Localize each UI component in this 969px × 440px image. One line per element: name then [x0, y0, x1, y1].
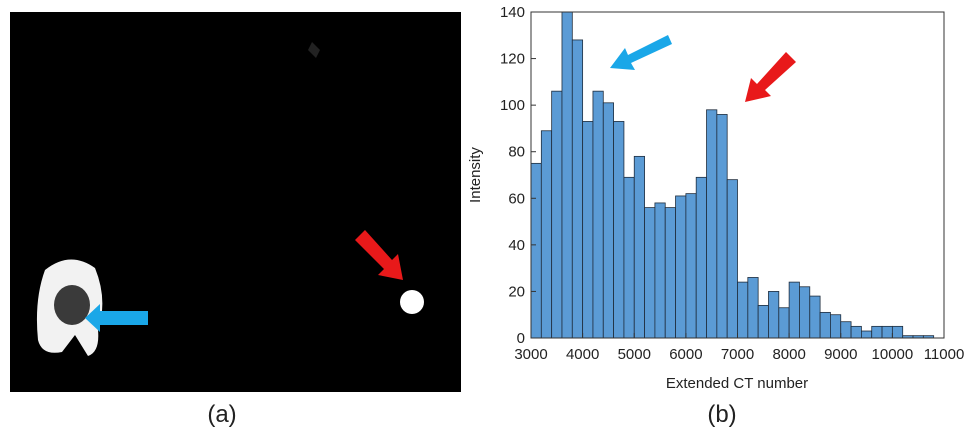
- bar: [531, 163, 541, 338]
- x-tick-label: 11000: [924, 346, 965, 363]
- bar: [727, 180, 737, 338]
- figure: (a) (b) Extended CT number Intensity 0 20…: [0, 0, 969, 435]
- bar: [892, 326, 902, 338]
- bar: [593, 91, 603, 338]
- chart-arrows: [610, 35, 796, 102]
- bar: [541, 131, 551, 338]
- bar: [665, 208, 675, 338]
- bar: [603, 103, 613, 338]
- bar: [841, 322, 851, 338]
- bar: [655, 203, 665, 338]
- y-tick-label: 60: [508, 190, 525, 207]
- bar: [779, 308, 789, 338]
- bar: [552, 91, 562, 338]
- x-tick-label: 7000: [721, 346, 754, 363]
- bar: [789, 282, 799, 338]
- y-tick-label: 80: [508, 144, 525, 161]
- x-tick-label: 9000: [824, 346, 857, 363]
- x-tick-label: 8000: [772, 346, 805, 363]
- bar: [645, 208, 655, 338]
- bar: [572, 40, 582, 338]
- y-axis-label: Intensity: [467, 147, 484, 203]
- bar: [758, 305, 768, 338]
- bar: [676, 196, 686, 338]
- bar: [634, 156, 644, 338]
- bar: [861, 331, 871, 338]
- ct-image: [10, 12, 461, 392]
- bar: [707, 110, 717, 338]
- x-axis-label: Extended CT number: [666, 375, 808, 392]
- bar: [748, 277, 758, 338]
- y-tick-label: 40: [508, 237, 525, 254]
- bar: [686, 194, 696, 338]
- bar: [799, 287, 809, 338]
- bar: [851, 326, 861, 338]
- x-tick-label: 4000: [566, 346, 599, 363]
- bar: [738, 282, 748, 338]
- y-tick-label: 100: [500, 97, 525, 114]
- bar: [696, 177, 706, 338]
- bar: [768, 291, 778, 338]
- bar: [624, 177, 634, 338]
- bar: [830, 315, 840, 338]
- bar: [820, 312, 830, 338]
- bar: [872, 326, 882, 338]
- x-tick-label: 3000: [514, 346, 547, 363]
- bar: [810, 296, 820, 338]
- y-tick-label: 20: [508, 283, 525, 300]
- bar: [882, 326, 892, 338]
- panel-label: (b): [707, 401, 736, 428]
- bar: [717, 114, 727, 338]
- y-tick-label: 140: [500, 4, 525, 21]
- bar: [614, 121, 624, 338]
- x-tick-label: 5000: [618, 346, 651, 363]
- x-tick-label: 6000: [669, 346, 702, 363]
- y-tick-label: 0: [517, 330, 525, 347]
- x-tick-label: 10000: [872, 346, 914, 363]
- panel-label: (a): [207, 401, 236, 428]
- bar: [583, 121, 593, 338]
- bar: [562, 12, 572, 338]
- y-tick-label: 120: [500, 51, 525, 68]
